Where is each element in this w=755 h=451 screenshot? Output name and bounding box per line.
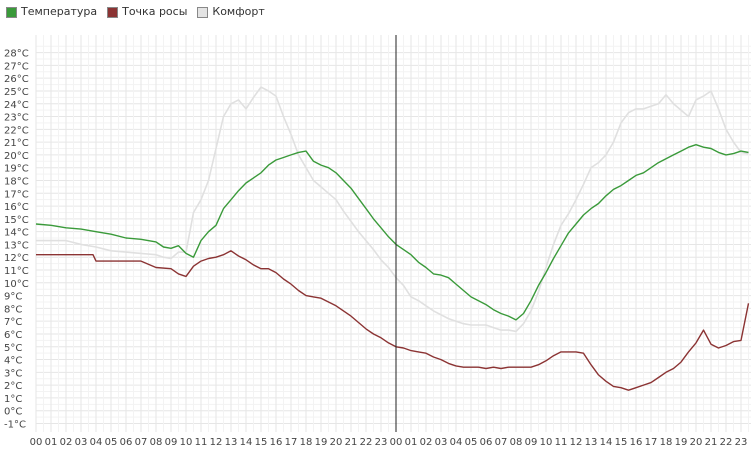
y-tick-label: 18°C [4, 176, 29, 187]
x-tick-label: 00 [30, 437, 43, 448]
y-tick-label: 14°C [4, 228, 29, 239]
y-tick-label: 6°C [4, 330, 22, 341]
y-tick-label: 21°C [4, 138, 29, 149]
legend-swatch-dew-point [107, 6, 119, 18]
x-tick-label: 12 [210, 437, 223, 448]
x-tick-label: 03 [435, 437, 448, 448]
x-tick-label: 11 [555, 437, 568, 448]
x-tick-label: 20 [330, 437, 343, 448]
legend-label-comfort: Комфорт [212, 5, 265, 18]
legend-label-dew-point: Точка росы [122, 5, 188, 18]
x-tick-label: 21 [345, 437, 358, 448]
x-tick-label: 07 [135, 437, 148, 448]
y-tick-label: 13°C [4, 240, 29, 251]
x-tick-label: 23 [735, 437, 748, 448]
x-tick-label: 09 [165, 437, 178, 448]
x-tick-label: 13 [225, 437, 238, 448]
y-tick-label: 20°C [4, 151, 29, 162]
y-tick-label: 26°C [4, 74, 29, 85]
x-tick-label: 14 [600, 437, 613, 448]
x-tick-label: 01 [405, 437, 418, 448]
x-tick-label: 05 [105, 437, 118, 448]
x-tick-label: 20 [690, 437, 703, 448]
x-tick-label: 18 [300, 437, 313, 448]
x-tick-label: 19 [315, 437, 328, 448]
legend-label-temperature: Температура [21, 5, 98, 18]
x-tick-label: 10 [180, 437, 193, 448]
y-tick-label: 15°C [4, 215, 29, 226]
y-tick-label: -1°C [4, 420, 26, 431]
x-tick-label: 23 [375, 437, 388, 448]
x-tick-label: 08 [510, 437, 523, 448]
x-tick-label: 02 [420, 437, 433, 448]
y-tick-label: 8°C [4, 304, 22, 315]
x-tick-label: 10 [540, 437, 553, 448]
y-tick-label: 0°C [4, 407, 22, 418]
x-tick-label: 07 [495, 437, 508, 448]
y-tick-label: 25°C [4, 87, 29, 98]
x-tick-label: 12 [570, 437, 583, 448]
x-tick-label: 01 [45, 437, 58, 448]
x-tick-label: 17 [645, 437, 658, 448]
y-tick-label: 1°C [4, 394, 22, 405]
y-tick-label: 27°C [4, 61, 29, 72]
x-tick-label: 17 [285, 437, 298, 448]
x-tick-label: 04 [450, 437, 463, 448]
x-tick-label: 21 [705, 437, 718, 448]
x-tick-label: 04 [90, 437, 103, 448]
y-tick-label: 7°C [4, 317, 22, 328]
x-tick-label: 18 [660, 437, 673, 448]
x-tick-label: 03 [75, 437, 88, 448]
series-line [36, 86, 749, 333]
x-tick-label: 22 [720, 437, 733, 448]
y-tick-label: 4°C [4, 356, 22, 367]
x-tick-label: 06 [480, 437, 493, 448]
y-tick-label: 16°C [4, 202, 29, 213]
x-tick-label: 15 [615, 437, 628, 448]
legend-item-dew-point[interactable]: Точка росы [107, 4, 187, 20]
y-tick-label: 19°C [4, 164, 29, 175]
y-tick-label: 11°C [4, 266, 29, 277]
x-tick-label: 22 [360, 437, 373, 448]
y-tick-label: 24°C [4, 100, 29, 111]
x-tick-label: 14 [240, 437, 253, 448]
x-tick-label: 06 [120, 437, 133, 448]
x-tick-label: 16 [270, 437, 283, 448]
y-tick-label: 9°C [4, 292, 22, 303]
x-tick-label: 00 [390, 437, 403, 448]
y-tick-label: 3°C [4, 368, 22, 379]
x-tick-label: 05 [465, 437, 478, 448]
legend-item-temperature[interactable]: Температура [6, 4, 97, 20]
y-tick-label: 2°C [4, 381, 22, 392]
x-tick-label: 15 [255, 437, 268, 448]
y-tick-label: 22°C [4, 125, 29, 136]
y-tick-label: 10°C [4, 279, 29, 290]
y-tick-label: 23°C [4, 113, 29, 124]
legend-item-comfort[interactable]: Комфорт [197, 4, 265, 20]
y-tick-label: 28°C [4, 49, 29, 60]
x-tick-label: 19 [675, 437, 688, 448]
x-tick-label: 09 [525, 437, 538, 448]
y-tick-label: 5°C [4, 343, 22, 354]
x-tick-label: 08 [150, 437, 163, 448]
chart-legend: Температура Точка росы Комфорт [6, 4, 265, 20]
series-line [35, 143, 749, 321]
x-tick-label: 11 [195, 437, 208, 448]
y-tick-label: 12°C [4, 253, 29, 264]
legend-swatch-comfort [197, 6, 209, 18]
x-tick-label: 02 [60, 437, 73, 448]
legend-swatch-temperature [6, 6, 17, 18]
series-line [36, 250, 750, 391]
x-tick-label: 16 [630, 437, 643, 448]
x-tick-label: 13 [585, 437, 598, 448]
y-tick-label: 17°C [4, 189, 29, 200]
